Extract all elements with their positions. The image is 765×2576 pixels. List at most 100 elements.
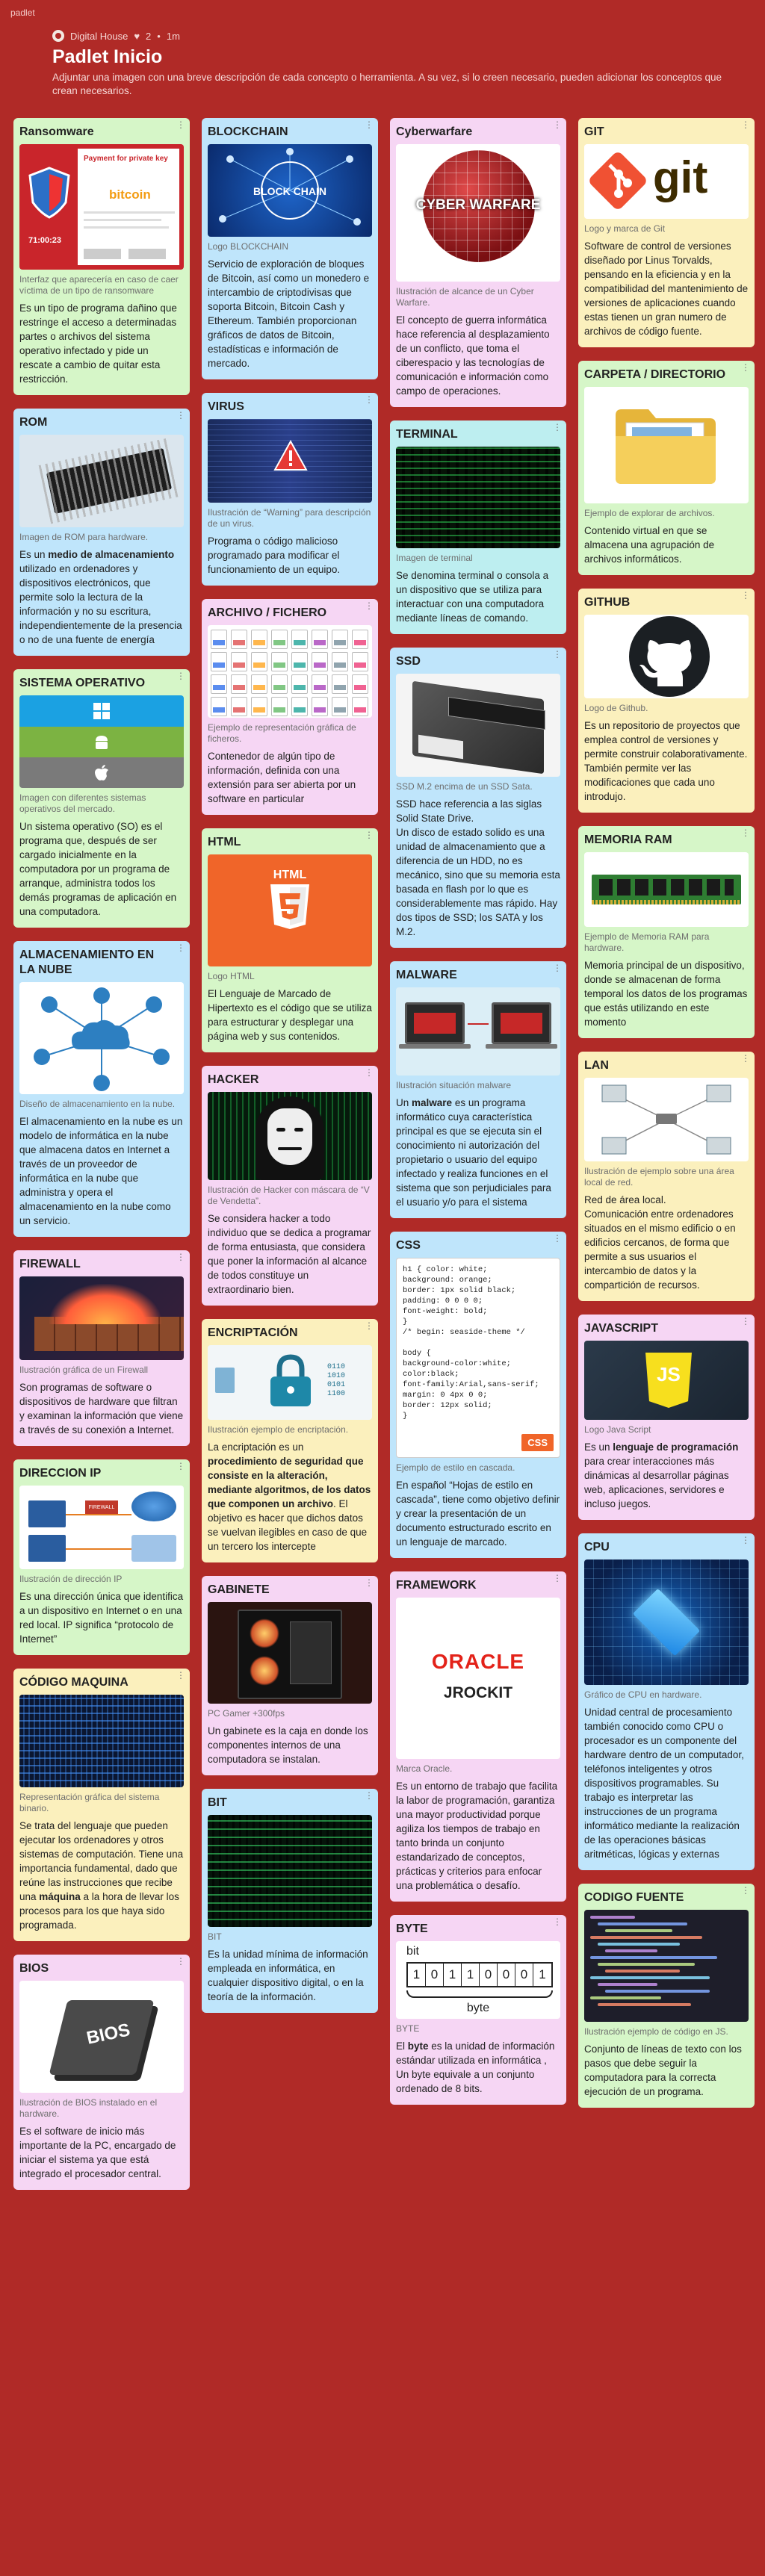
card-sistema-operativo[interactable]: ⋮ SISTEMA OPERATIVO Imagen con diferente… xyxy=(13,669,190,928)
more-icon[interactable]: ⋮ xyxy=(553,963,562,973)
pc-case-image[interactable] xyxy=(208,1602,372,1704)
hacker-image[interactable] xyxy=(208,1092,372,1180)
more-icon[interactable]: ⋮ xyxy=(176,943,185,953)
more-icon[interactable]: ⋮ xyxy=(176,1252,185,1262)
os-image[interactable] xyxy=(19,695,184,788)
more-icon[interactable]: ⋮ xyxy=(553,649,562,659)
card-css[interactable]: ⋮ CSS h1 { color: white; background: ora… xyxy=(390,1232,566,1558)
card-lan[interactable]: ⋮ LAN Ilustración de ejemplo sobre una á… xyxy=(578,1052,755,1301)
card-direccion-ip[interactable]: ⋮ DIRECCION IP FIREWALL Ilustración de d… xyxy=(13,1459,190,1655)
card-codigo-maquina[interactable]: ⋮ CÓDIGO MAQUINA Representación gráfica … xyxy=(13,1669,190,1941)
more-icon[interactable]: ⋮ xyxy=(365,830,374,840)
card-malware[interactable]: ⋮ MALWARE Ilustración situación malware … xyxy=(390,961,566,1218)
malware-image[interactable] xyxy=(396,987,560,1076)
card-cyberwarfare[interactable]: ⋮ Cyberwarfare CYBER WARFARE Ilustración… xyxy=(390,118,566,407)
padlet-logo[interactable]: padlet xyxy=(10,7,35,18)
card-gabinete[interactable]: ⋮ GABINETE PC Gamer +300fps Un gabinete … xyxy=(202,1576,378,1775)
file-icon xyxy=(211,674,227,694)
card-virus[interactable]: ⋮ VIRUS Ilustración de “Warning” para de… xyxy=(202,393,378,586)
more-icon[interactable]: ⋮ xyxy=(176,1956,185,1967)
more-icon[interactable]: ⋮ xyxy=(553,1917,562,1927)
card-codigo-fuente[interactable]: ⋮ CODIGO FUENTE Ilustración ejemplo de c… xyxy=(578,1884,755,2108)
more-icon[interactable]: ⋮ xyxy=(741,1316,750,1326)
more-icon[interactable]: ⋮ xyxy=(365,120,374,130)
more-icon[interactable]: ⋮ xyxy=(741,828,750,838)
source-code-image[interactable] xyxy=(584,1910,749,2022)
css-code-image[interactable]: h1 { color: white; background: orange; b… xyxy=(396,1258,560,1458)
card-git[interactable]: ⋮ GIT git Logo y marca de Git Software d… xyxy=(578,118,755,347)
heart-icon[interactable]: ♥ xyxy=(134,30,140,42)
more-icon[interactable]: ⋮ xyxy=(553,1573,562,1583)
ip-image[interactable]: FIREWALL xyxy=(19,1486,184,1569)
folder-image[interactable] xyxy=(584,387,749,503)
cpu-image[interactable] xyxy=(584,1559,749,1685)
bit-image[interactable] xyxy=(208,1815,372,1927)
more-icon[interactable]: ⋮ xyxy=(176,1670,185,1680)
lan-image[interactable] xyxy=(584,1078,749,1161)
more-icon[interactable]: ⋮ xyxy=(741,1535,750,1545)
cyberwarfare-image[interactable]: CYBER WARFARE xyxy=(396,144,560,282)
more-icon[interactable]: ⋮ xyxy=(365,394,374,405)
card-framework[interactable]: ⋮ FRAMEWORK ORACLE JROCKIT Marca Oracle.… xyxy=(390,1571,566,1902)
cloud-image[interactable] xyxy=(19,982,184,1094)
blockchain-image[interactable]: BLOCK CHAIN xyxy=(208,144,372,237)
card-html[interactable]: ⋮ HTML HTML Logo HTML El Lenguaje de Mar… xyxy=(202,828,378,1052)
more-icon[interactable]: ⋮ xyxy=(365,1577,374,1588)
card-byte[interactable]: ⋮ BYTE bit 1 0 1 1 0 0 0 1 byte BYTE El … xyxy=(390,1915,566,2105)
card-body: Software de control de versiones diseñad… xyxy=(584,240,749,337)
more-icon[interactable]: ⋮ xyxy=(553,120,562,130)
author-name[interactable]: Digital House xyxy=(70,30,128,42)
more-icon[interactable]: ⋮ xyxy=(176,120,185,130)
card-bios[interactable]: ⋮ BIOS BIOS Ilustración de BIOS instalad… xyxy=(13,1955,190,2190)
more-icon[interactable]: ⋮ xyxy=(176,410,185,420)
card-ram[interactable]: ⋮ MEMORIA RAM Ejemplo de Memoria RAM par… xyxy=(578,826,755,1038)
rom-image[interactable] xyxy=(19,435,184,527)
more-icon[interactable]: ⋮ xyxy=(365,1320,374,1331)
html-image[interactable]: HTML xyxy=(208,854,372,966)
more-icon[interactable]: ⋮ xyxy=(741,1053,750,1064)
card-terminal[interactable]: ⋮ TERMINAL Imagen de terminal Se denomin… xyxy=(390,420,566,634)
git-image[interactable]: git xyxy=(584,144,749,219)
more-icon[interactable]: ⋮ xyxy=(741,1885,750,1896)
card-title: Cyberwarfare xyxy=(396,125,473,138)
encryption-image[interactable]: 0110 1010 0101 1100 xyxy=(208,1345,372,1420)
card-javascript[interactable]: ⋮ JAVASCRIPT JS Logo Java Script Es un l… xyxy=(578,1315,755,1520)
more-icon[interactable]: ⋮ xyxy=(741,120,750,130)
firewall-image[interactable] xyxy=(19,1276,184,1360)
more-icon[interactable]: ⋮ xyxy=(741,590,750,600)
virus-image[interactable] xyxy=(208,419,372,503)
javascript-image[interactable]: JS xyxy=(584,1341,749,1420)
card-firewall[interactable]: ⋮ FIREWALL Ilustración gráfica de un Fir… xyxy=(13,1250,190,1446)
card-bit[interactable]: ⋮ BIT BIT Es la unidad mínima de informa… xyxy=(202,1789,378,2013)
more-icon[interactable]: ⋮ xyxy=(176,1461,185,1471)
more-icon[interactable]: ⋮ xyxy=(553,1233,562,1244)
more-icon[interactable]: ⋮ xyxy=(741,362,750,373)
more-icon[interactable]: ⋮ xyxy=(553,422,562,432)
card-cpu[interactable]: ⋮ CPU Gráfico de CPU en hardware. Unidad… xyxy=(578,1533,755,1870)
github-image[interactable] xyxy=(584,615,749,698)
binary-image[interactable] xyxy=(19,1695,184,1787)
card-nube[interactable]: ⋮ ALMACENAMIENTO EN LA NUBE Diseño de al… xyxy=(13,941,190,1237)
card-github[interactable]: ⋮ GITHUB Logo de Github. Es un repositor… xyxy=(578,589,755,813)
bios-image[interactable]: BIOS xyxy=(19,1981,184,2093)
card-carpeta[interactable]: ⋮ CARPETA / DIRECTORIO Ejemplo de explor… xyxy=(578,361,755,575)
ssd-image[interactable] xyxy=(396,674,560,777)
avatar[interactable] xyxy=(52,30,64,42)
terminal-image[interactable] xyxy=(396,447,560,548)
card-encriptacion[interactable]: ⋮ ENCRIPTACIÓN 0110 1010 0101 1100 Ilustrac… xyxy=(202,1319,378,1562)
card-hacker[interactable]: ⋮ HACKER Ilustración de Hacker con másca… xyxy=(202,1066,378,1306)
card-rom[interactable]: ⋮ ROM Imagen de ROM para hardware. Es un… xyxy=(13,409,190,656)
files-image[interactable] xyxy=(208,625,372,718)
ram-image[interactable] xyxy=(584,852,749,927)
card-archivo[interactable]: ⋮ ARCHIVO / FICHERO Ejemplo de represent… xyxy=(202,599,378,815)
more-icon[interactable]: ⋮ xyxy=(365,600,374,611)
card-ransomware[interactable]: ⋮ Ransomware Payment for private key bit… xyxy=(13,118,190,395)
oracle-image[interactable]: ORACLE JROCKIT xyxy=(396,1598,560,1759)
byte-image[interactable]: bit 1 0 1 1 0 0 0 1 byte xyxy=(396,1941,560,2019)
card-ssd[interactable]: ⋮ SSD SSD M.2 encima de un SSD Sata. SSD… xyxy=(390,648,566,948)
more-icon[interactable]: ⋮ xyxy=(365,1790,374,1801)
card-blockchain[interactable]: ⋮ BLOCKCHAIN BLOCK CHAIN Logo BLOCKCHAIN… xyxy=(202,118,378,379)
ransomware-image[interactable]: Payment for private key bitcoin 71:00:23 xyxy=(19,144,184,270)
more-icon[interactable]: ⋮ xyxy=(365,1067,374,1078)
more-icon[interactable]: ⋮ xyxy=(176,671,185,681)
